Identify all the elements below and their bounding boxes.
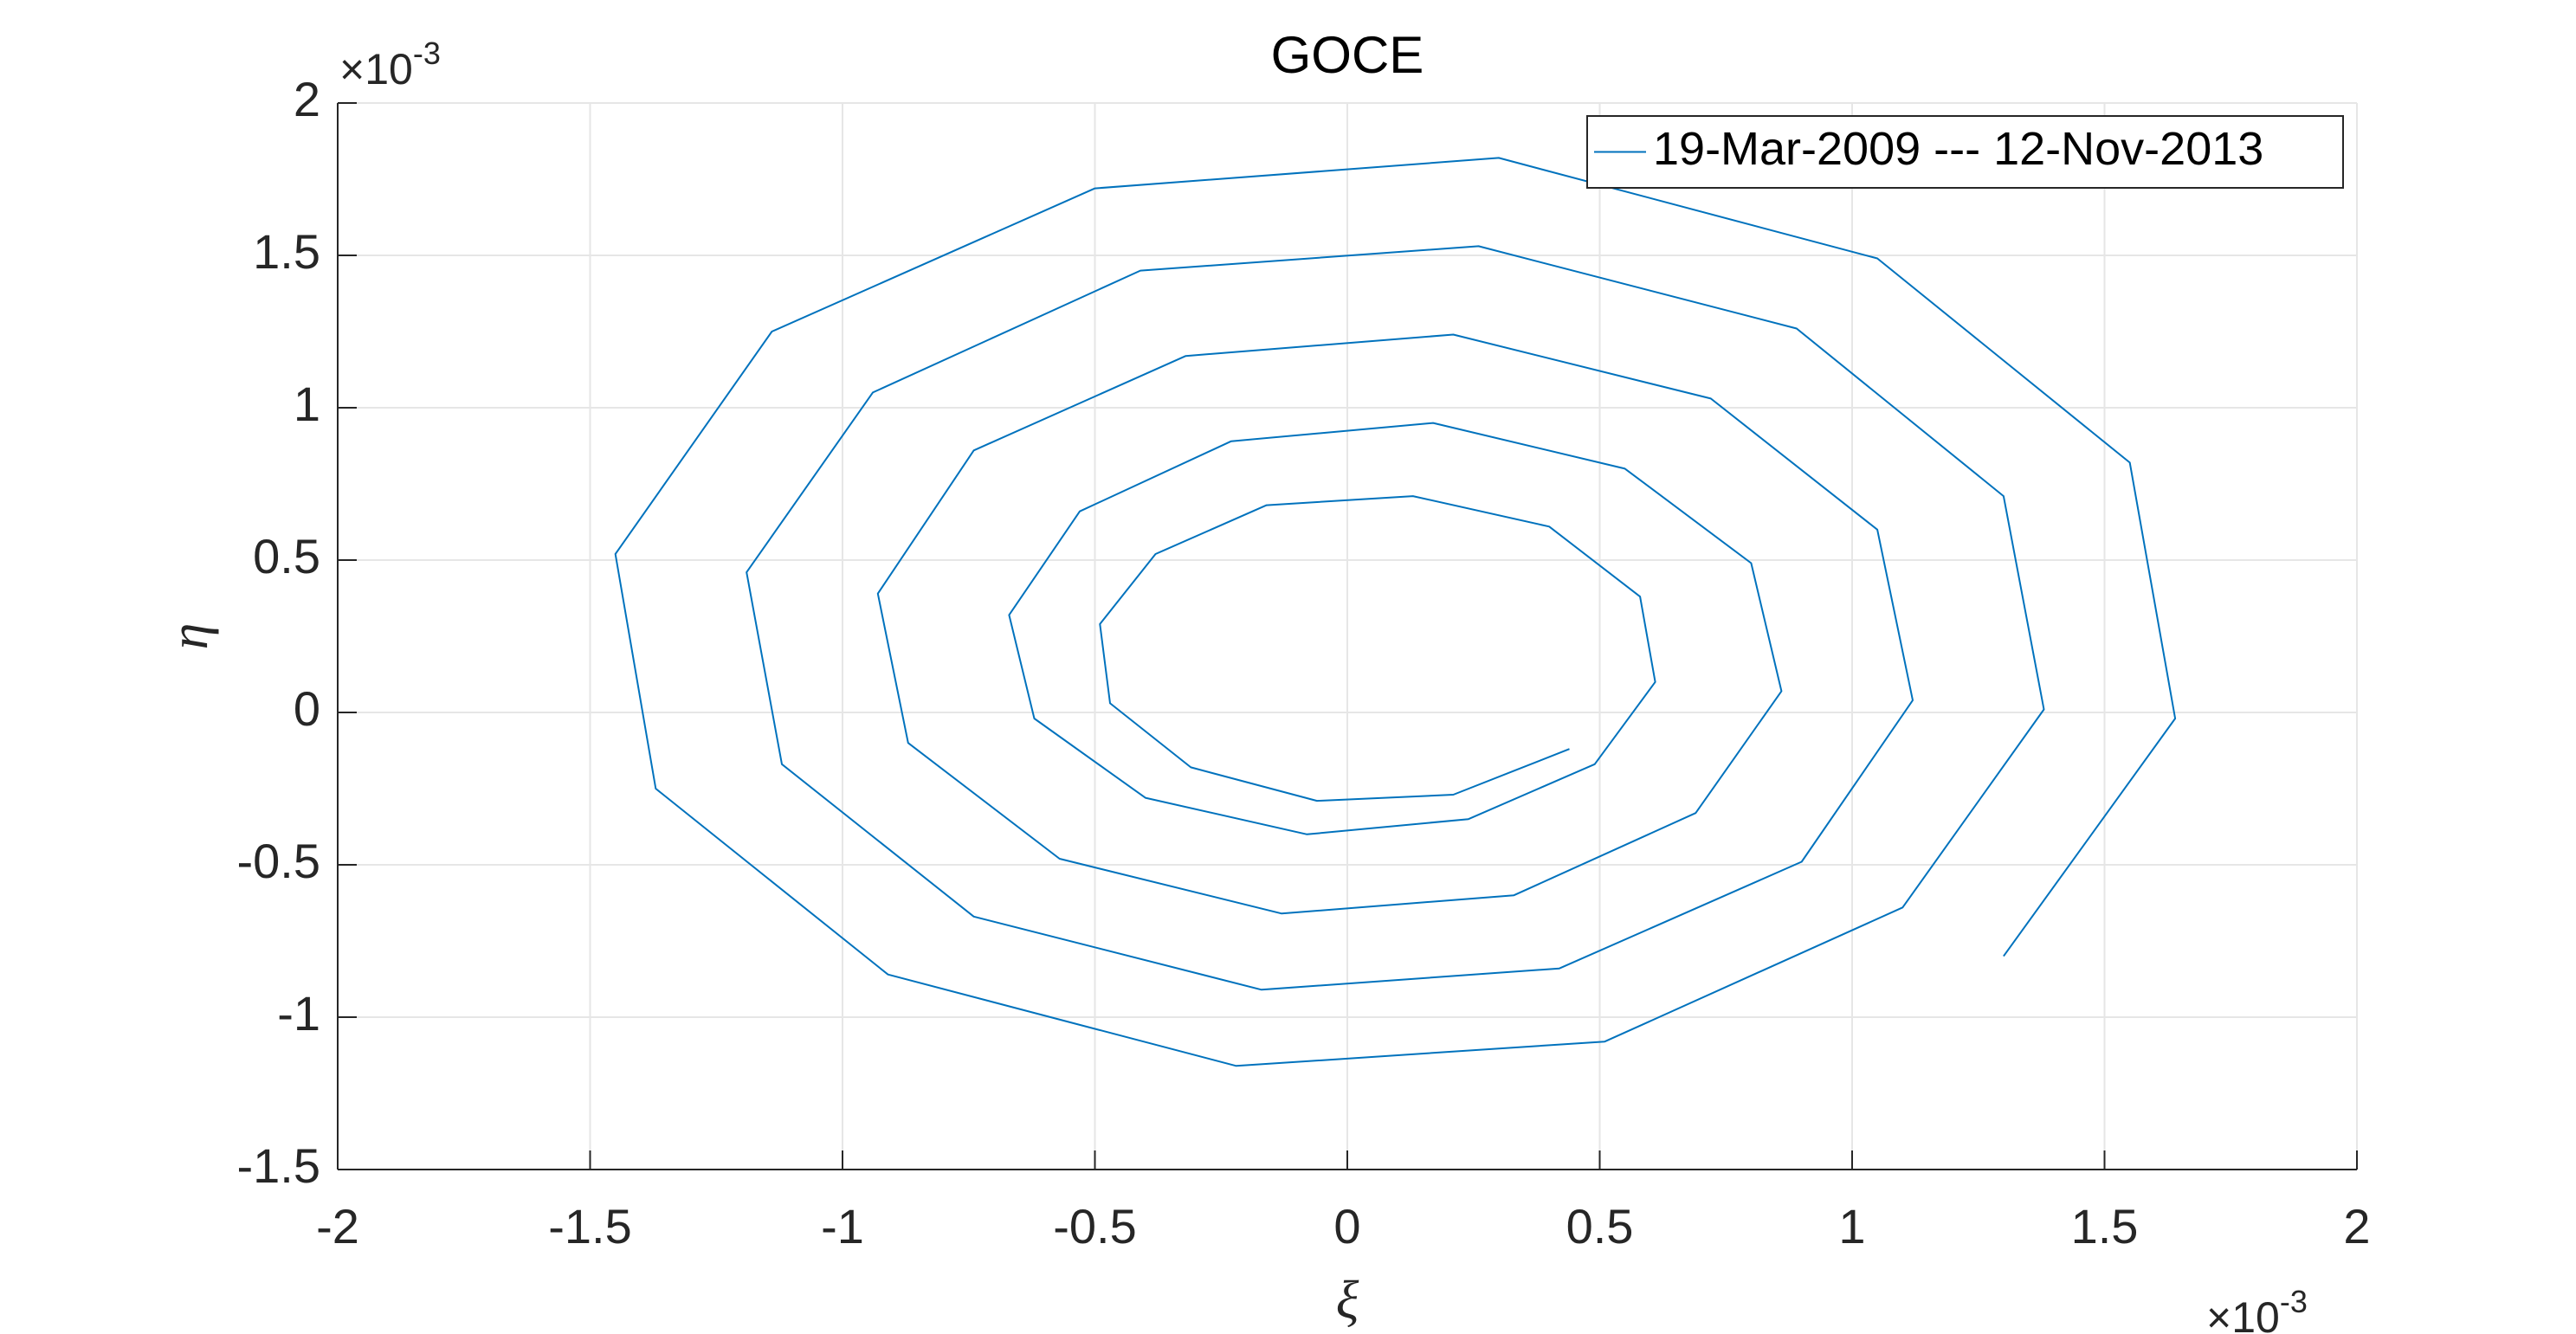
axes: -2 -1.5 -1 -0.5 0 0.5 1 1.5 2 -1.5 -1 -0.5 0 0.5 1 1.5 2 [237, 72, 2371, 1253]
y-axis-label: η [160, 623, 219, 650]
y-tick-label: 1.5 [253, 224, 320, 279]
legend-label: 19-Mar-2009 --- 12-Nov-2013 [1653, 123, 2263, 175]
y-tick-label: 0 [294, 681, 320, 736]
x-tick-label: -1 [821, 1199, 864, 1253]
exponent-power: -3 [413, 35, 441, 71]
exponent-power: -3 [2280, 1284, 2308, 1319]
x-axis-label: ξ [1336, 1271, 1359, 1330]
y-tick-label: -1.5 [237, 1138, 321, 1193]
plot-area [614, 157, 2177, 1067]
x-exponent: ×10-3 [2206, 1284, 2308, 1334]
x-tick-label: -2 [316, 1199, 359, 1253]
x-tick-label: 0.5 [1566, 1199, 1634, 1253]
chart-title: GOCE [1271, 26, 1424, 84]
y-tick-label: 1 [294, 377, 320, 431]
x-tick-label: -1.5 [548, 1199, 632, 1253]
exponent-base: ×10 [339, 45, 413, 93]
y-tick-label: -1 [277, 986, 320, 1041]
exponent-base: ×10 [2206, 1293, 2280, 1334]
y-exponent: ×10-3 [339, 35, 441, 94]
x-tick-label: 1 [1838, 1199, 1865, 1253]
y-tick-label: 2 [294, 72, 320, 126]
y-tick-label: 0.5 [253, 529, 320, 583]
x-tick-label: 2 [2343, 1199, 2370, 1253]
x-tick-label: -0.5 [1053, 1199, 1137, 1253]
legend: 19-Mar-2009 --- 12-Nov-2013 [1586, 115, 2344, 189]
legend-box [1586, 115, 2344, 189]
y-tick-label: -0.5 [237, 834, 321, 888]
x-tick-label: 0 [1333, 1199, 1360, 1253]
grid [337, 102, 2358, 1170]
x-tick-label: 1.5 [2071, 1199, 2139, 1253]
data-line [614, 157, 2177, 1067]
